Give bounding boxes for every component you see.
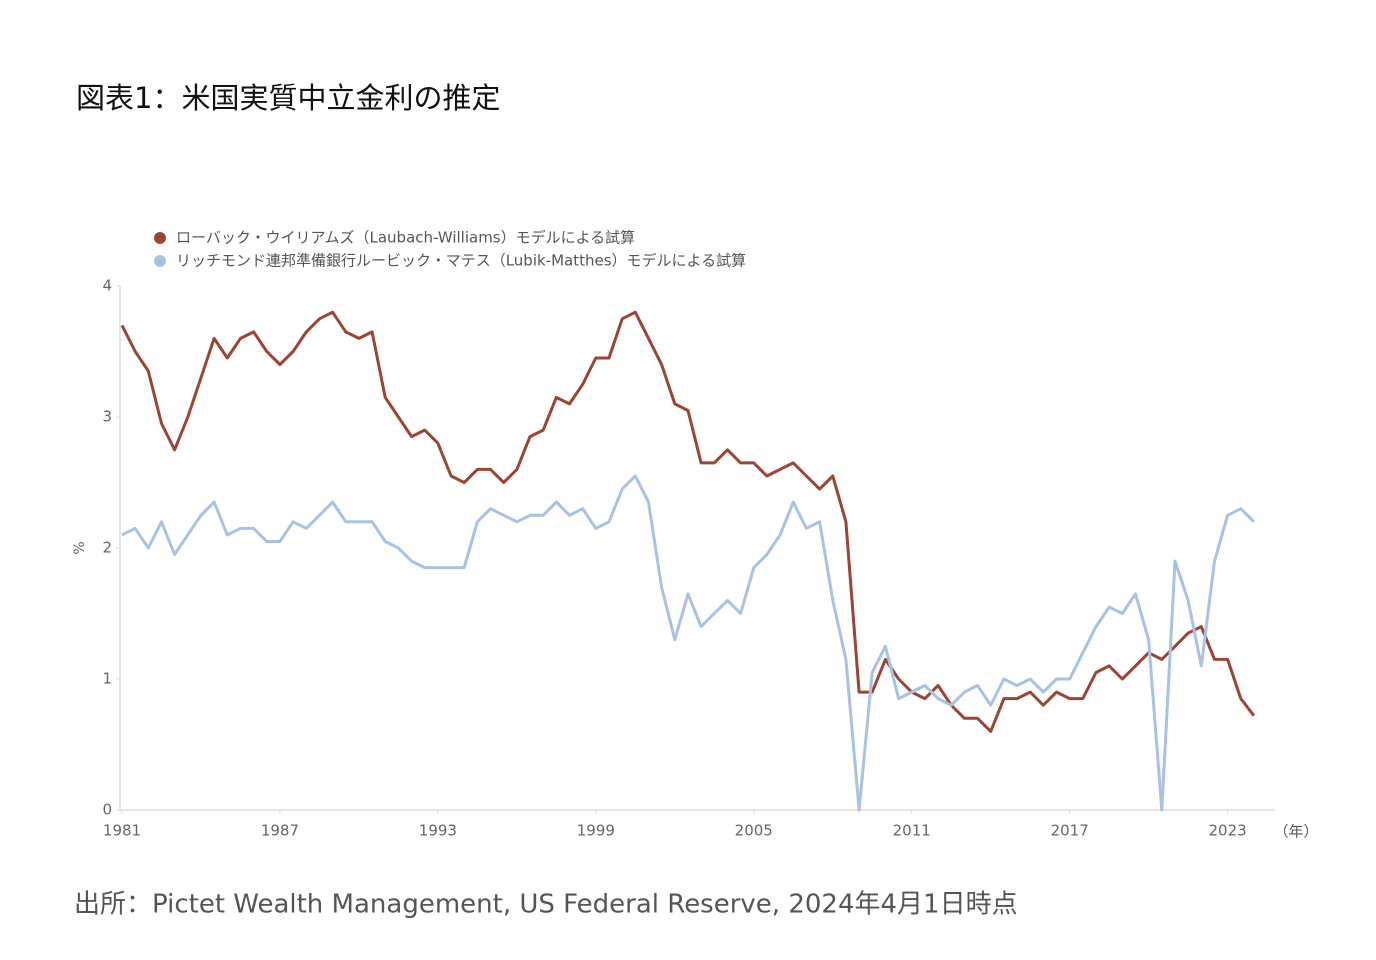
x-tick-label: 2017 — [1051, 822, 1089, 840]
y-axis-label: % — [72, 541, 88, 554]
y-tick-label: 1 — [102, 670, 112, 688]
legend-label: リッチモンド連邦準備銀行ルービック・マテス（Lubik-Matthes）モデルに… — [176, 252, 746, 270]
x-tick-label: 2005 — [735, 822, 773, 840]
x-tick-label: 1993 — [419, 822, 457, 840]
chart-title: 図表1：米国実質中立金利の推定 — [76, 81, 500, 115]
x-tick-label: 2023 — [1209, 822, 1247, 840]
x-axis-label: （年） — [1273, 823, 1318, 841]
y-tick-label: 2 — [102, 539, 112, 557]
y-tick-label: 3 — [102, 408, 112, 426]
x-tick-label: 1981 — [103, 822, 141, 840]
x-tick-label: 1987 — [261, 822, 299, 840]
legend-swatch — [154, 255, 166, 267]
x-tick-label: 1999 — [577, 822, 615, 840]
source-note: 出所：Pictet Wealth Management, US Federal … — [74, 890, 1018, 920]
x-tick-label: 2011 — [893, 822, 931, 840]
legend-label: ローバック・ウイリアムズ（Laubach-Williams）モデルによる試算 — [176, 229, 635, 247]
series-line — [120, 310, 1256, 733]
y-tick-label: 4 — [102, 277, 112, 295]
y-tick-label: 0 — [102, 801, 112, 819]
legend-swatch — [154, 232, 166, 244]
series-line — [121, 474, 1255, 812]
